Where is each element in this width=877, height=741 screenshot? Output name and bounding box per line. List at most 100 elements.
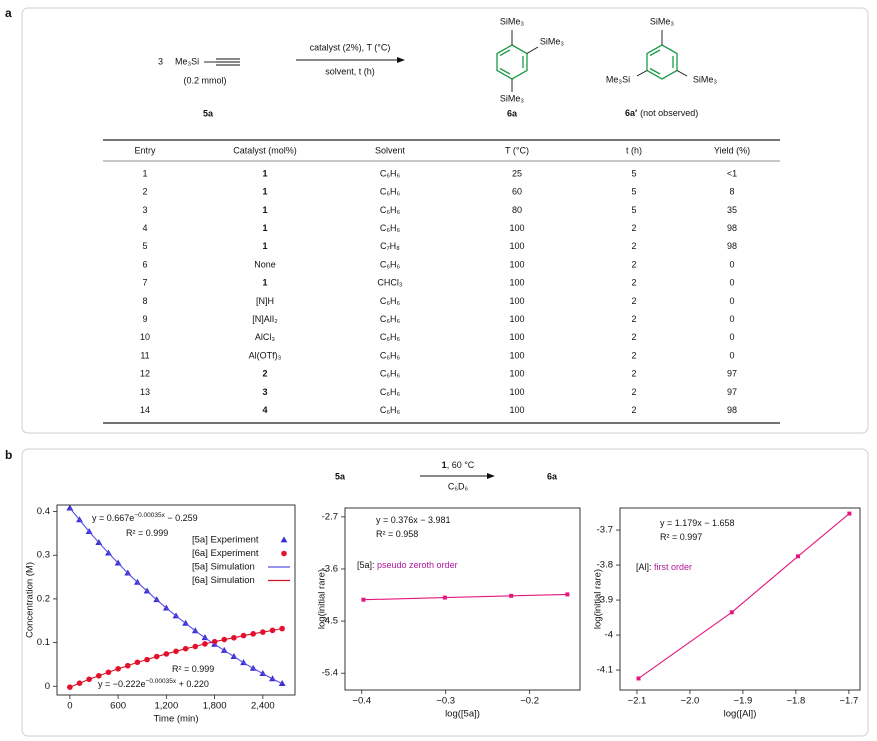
data-line xyxy=(363,593,568,601)
table-cell: 97 xyxy=(727,387,737,397)
table-cell: 0 xyxy=(729,296,734,306)
data-point xyxy=(565,592,570,597)
table-cell: 2 xyxy=(631,369,636,379)
table-cell: 14 xyxy=(140,405,150,415)
table-cell: 2 xyxy=(262,369,267,379)
table-cell: 4 xyxy=(262,405,267,415)
table-header: Solvent xyxy=(375,145,406,155)
x-tick-label: 0 xyxy=(67,701,72,712)
y-tick-label: 0.4 xyxy=(37,506,50,517)
table: Entry Catalyst (mol%) Solvent T (°C) t (h) Yi… xyxy=(134,145,750,415)
solvent: C₆D₆ xyxy=(448,481,469,491)
annotation-text: R² = 0.997 xyxy=(660,532,702,542)
annotation: y = −0.222e−0.00035x + 0.220 xyxy=(98,678,209,689)
table-cell: 11 xyxy=(140,350,149,360)
annotation-text: [Al]: xyxy=(636,562,654,572)
data-point xyxy=(729,610,734,615)
table-cell: 98 xyxy=(727,405,737,415)
table-cell: 8 xyxy=(729,187,734,197)
y-axis-label: log(initial rare) xyxy=(317,569,328,629)
table-cell: 2 xyxy=(631,387,636,397)
table-cell: C₆H₆ xyxy=(380,259,401,269)
table-cell: C₆H₆ xyxy=(380,387,401,397)
y-tick-label: 0.3 xyxy=(37,550,50,561)
reactant: Me₃Si xyxy=(175,56,199,66)
annotation-text: y = 1.179x − 1.658 xyxy=(660,518,735,528)
panel-label: b xyxy=(5,448,12,462)
conditions: 1, 60 °C xyxy=(442,460,475,470)
table-cell: 1 xyxy=(262,241,267,251)
annotation: [5a]: pseudo zeroth order xyxy=(357,560,458,570)
x-tick-label: −1.8 xyxy=(787,696,806,707)
chart: 0 600 1,200 1,800 2,400 0 0.1 0.2 0.3 0.4 Time (mi… xyxy=(25,504,296,725)
substituent: SiMe₃ xyxy=(500,16,525,26)
compound-id: 6a′ xyxy=(625,108,637,118)
table-cell: <1 xyxy=(727,168,737,178)
x-tick-label: 600 xyxy=(110,701,126,712)
table-cell: 100 xyxy=(509,350,524,360)
data-point xyxy=(442,595,447,600)
table-header: T (°C) xyxy=(505,145,529,155)
table-cell: C₆H₆ xyxy=(380,205,401,215)
table-cell: 2 xyxy=(631,314,636,324)
x-tick-label: −1.9 xyxy=(734,696,753,707)
annotation-superscript: −0.00035x xyxy=(146,678,177,685)
x-tick-label: −0.3 xyxy=(436,696,455,707)
table-cell: CHCl₃ xyxy=(377,278,402,288)
annotation: R² = 0.997 xyxy=(660,532,702,542)
table-cell: 2 xyxy=(142,187,147,197)
table-cell: 3 xyxy=(262,387,267,397)
chart: −0.4 −0.3 −0.2 -2.7 -3.6 -4.5 -5.4 log([5a]) log… xyxy=(317,507,581,720)
y-axis-label: Concentration (M) xyxy=(25,562,36,638)
table-cell: C₇H₈ xyxy=(380,241,400,251)
table-header: Catalyst (mol%) xyxy=(233,145,297,155)
note: (not observed) xyxy=(640,108,698,118)
x-axis-label: log([Al]) xyxy=(724,709,757,720)
table-cell: [N]AlI₂ xyxy=(252,314,278,324)
table-cell: 100 xyxy=(509,223,524,233)
table-cell: 5 xyxy=(631,168,636,178)
table-cell: 8 xyxy=(142,296,147,306)
data-point xyxy=(796,554,801,559)
chart: −2.1 −2.0 −1.9 −1.8 −1.7 -3.7 -3.8 -3.9 -4 -4.1 lo… xyxy=(593,507,861,720)
table-cell: 98 xyxy=(727,241,737,251)
plot-frame xyxy=(56,504,296,696)
table-cell: 5 xyxy=(631,187,636,197)
annotation-text: y = 0.376x − 3.981 xyxy=(376,515,451,525)
table-cell: C₆H₆ xyxy=(380,223,401,233)
bond xyxy=(636,30,688,77)
table-cell: 7 xyxy=(142,278,147,288)
table-cell: 100 xyxy=(509,332,524,342)
y-axis-label: log(initial rare) xyxy=(593,569,604,629)
reactant-coef: 3 xyxy=(158,56,163,66)
compound-id: 6a xyxy=(547,471,558,481)
table-cell: 100 xyxy=(509,259,524,269)
table-cell: 100 xyxy=(509,314,524,324)
annotation: [Al]: first order xyxy=(636,562,692,572)
benzene-ring xyxy=(496,44,528,80)
legend-marker xyxy=(280,536,288,543)
annotation-highlight: pseudo zeroth order xyxy=(377,560,458,570)
conditions: solvent, t (h) xyxy=(325,66,375,76)
table-cell: 2 xyxy=(631,241,636,251)
substituent: Me₃Si xyxy=(606,74,630,84)
annotation-text: [5a]: xyxy=(357,560,377,570)
table-cell: C₆H₆ xyxy=(380,405,401,415)
annotation: R² = 0.999 xyxy=(126,528,168,538)
y-tick-label: 0 xyxy=(45,681,50,692)
table-cell: 3 xyxy=(142,205,147,215)
data-point xyxy=(509,593,514,598)
x-tick-label: −0.2 xyxy=(520,696,539,707)
table-cell: 2 xyxy=(631,405,636,415)
table-cell: 100 xyxy=(509,278,524,288)
table-cell: 0 xyxy=(729,278,734,288)
amount: (0.2 mmol) xyxy=(183,75,226,85)
table-cell: 1 xyxy=(262,168,267,178)
plot-frame xyxy=(619,507,861,691)
table-cell: 100 xyxy=(509,241,524,251)
alkyne xyxy=(204,58,240,66)
table-cell: C₆H₆ xyxy=(380,187,401,197)
y-tick-label: -3.8 xyxy=(597,560,613,571)
y-tick-label: -3.6 xyxy=(322,563,338,574)
